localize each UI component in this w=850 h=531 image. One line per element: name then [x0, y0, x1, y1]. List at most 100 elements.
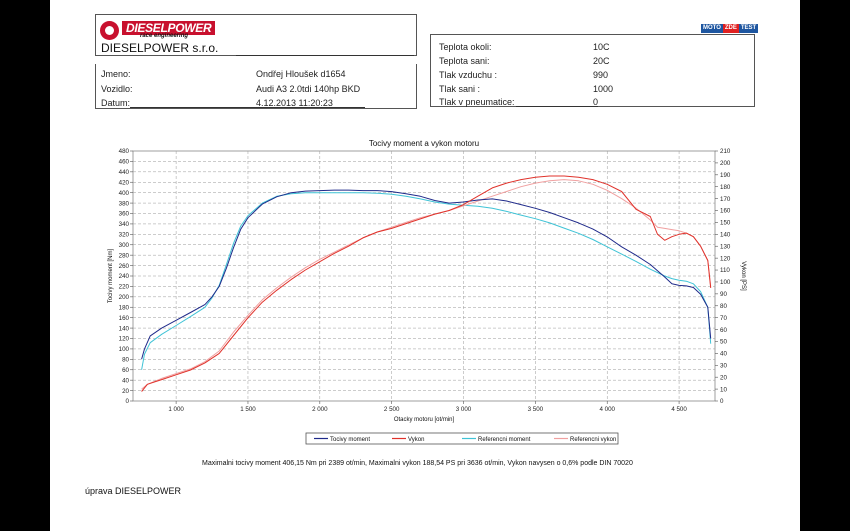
- x-tick-label: 1 500: [240, 406, 256, 413]
- y-left-tick-label: 100: [119, 346, 130, 353]
- x-tick-label: 3 000: [456, 406, 472, 413]
- summary-text: Maximalni tocivy moment 406,15 Nm pri 23…: [202, 460, 633, 467]
- x-tick-label: 2 000: [312, 406, 328, 413]
- company-name: DIESELPOWER s.r.o.: [101, 41, 219, 55]
- info-value-name: Ondřej Hloušek d1654: [256, 69, 346, 79]
- series-line-referencni-vykon: [141, 179, 712, 390]
- cond-label-air-pressure: Tlak vzduchu :: [439, 70, 498, 80]
- legend-label: Referencni moment: [478, 437, 531, 443]
- x-axis-label: Otacky motoru [ot/min]: [394, 417, 455, 423]
- y-right-tick-label: 140: [720, 232, 731, 239]
- y-right-tick-label: 40: [720, 351, 727, 358]
- y-right-tick-label: 50: [720, 339, 727, 346]
- y-left-tick-label: 0: [126, 398, 130, 405]
- grid-lines: [133, 151, 715, 401]
- y-left-tick-label: 340: [119, 221, 130, 228]
- dyno-report-sheet: DIESELPOWER race engineering DIESELPOWER…: [50, 0, 800, 531]
- cond-label-intake-pressure: Tlak sani :: [439, 84, 481, 94]
- dieselpower-logo: DIESELPOWER race engineering: [100, 21, 216, 40]
- y-right-tick-label: 170: [720, 196, 731, 203]
- dyno-chart: Tocivy moment a vykon motoru 0 20 40 60 80 10…: [108, 139, 746, 445]
- y-right-tick-label: 150: [720, 220, 731, 227]
- y-right-tick-label: 10: [720, 386, 727, 393]
- chart-title: Tocivy moment a vykon motoru: [369, 139, 479, 148]
- company-underline: [236, 55, 414, 56]
- y-right-tick-label: 120: [720, 255, 731, 262]
- y-left-tick-label: 380: [119, 200, 130, 207]
- y-left-tick-label: 20: [122, 388, 129, 395]
- y-right-tick-label: 80: [720, 303, 727, 310]
- y-right-tick-label: 200: [720, 160, 731, 167]
- y-right-tick-label: 0: [720, 398, 724, 405]
- x-tick-label: 4 000: [599, 406, 615, 413]
- info-value-date: 4.12.2013 11:20:23: [256, 98, 333, 108]
- y-axis-right-label: Vykon [PS]: [740, 261, 746, 291]
- y-right-tick-label: 110: [720, 267, 730, 274]
- y-left-tick-label: 420: [119, 179, 130, 186]
- y-left-tick-label: 360: [119, 211, 130, 218]
- moto-logo-part-1: MOTO: [701, 24, 723, 33]
- info-label-date: Datum:: [101, 98, 131, 108]
- info-label-vehicle: Vozidlo:: [101, 84, 133, 94]
- y-right-tick-label: 210: [720, 148, 731, 155]
- series-line-vykon: [141, 175, 712, 392]
- x-tick-label: 4 500: [671, 406, 687, 413]
- y-left-tick-label: 220: [119, 284, 130, 291]
- logo-brand: DIESELPOWER: [122, 21, 216, 35]
- y-right-tick-label: 70: [720, 315, 727, 322]
- moto-logo-part-3: TEST: [738, 24, 759, 33]
- y-left-tick-label: 160: [119, 315, 130, 322]
- cond-value-air-pressure: 990: [593, 70, 609, 80]
- y-left-tick-label: 440: [119, 169, 130, 176]
- y-right-tick-label: 180: [720, 184, 731, 191]
- moto-test-logo: MOTO ZDE TEST: [701, 24, 759, 33]
- y-left-tick-label: 120: [119, 336, 130, 343]
- y-right-tick-label: 160: [720, 208, 731, 215]
- series-layer: [141, 175, 712, 392]
- x-tick-label: 3 500: [528, 406, 544, 413]
- cond-value-tyre: 0: [593, 97, 599, 107]
- vehicle-info-box: [95, 64, 417, 109]
- y-right-tick-label: 30: [720, 362, 727, 369]
- cond-value-intake: 20C: [593, 56, 610, 66]
- y-left-tick-label: 60: [122, 367, 129, 374]
- y-left-tick-label: 200: [119, 294, 130, 301]
- y-left-tick-label: 320: [119, 232, 130, 239]
- y-right-tick-label: 90: [720, 291, 727, 298]
- y-right-tick-label: 100: [720, 279, 731, 286]
- y-left-tick-label: 460: [119, 159, 130, 166]
- date-underline: [130, 107, 365, 108]
- legend: Tocivy moment Vykon Referencni moment Refer…: [314, 437, 616, 443]
- y-left-tick-label: 240: [119, 273, 130, 280]
- y-left-tick-label: 40: [122, 377, 129, 384]
- cond-value-intake-pressure: 1000: [593, 84, 614, 94]
- moto-logo-part-2: ZDE: [722, 24, 739, 33]
- cond-label-ambient: Teplota okoli:: [439, 42, 492, 52]
- y-right-tick-label: 60: [720, 327, 727, 334]
- footer-text: úprava DIESELPOWER: [85, 486, 182, 496]
- cond-label-tyre: Tlak v pneumatice:: [439, 97, 515, 107]
- logo-emblem-icon: [100, 21, 119, 40]
- legend-label: Vykon: [408, 437, 424, 443]
- x-tick-label: 1 000: [168, 406, 184, 413]
- y-left-tick-label: 400: [119, 190, 130, 197]
- y-left-tick-label: 140: [119, 325, 130, 332]
- y-right-tick-label: 20: [720, 374, 727, 381]
- y-axis-left-label: Tocivy moment [Nm]: [108, 248, 114, 303]
- y-right-tick-label: 130: [720, 243, 731, 250]
- y-left-tick-label: 300: [119, 242, 130, 249]
- legend-label: Tocivy moment: [330, 437, 370, 443]
- cond-label-intake: Teplota sani:: [439, 56, 490, 66]
- y-left-tick-label: 180: [119, 304, 130, 311]
- series-line-tocivy-moment: [141, 189, 712, 360]
- y-left-tick-label: 280: [119, 252, 130, 259]
- axes: 0204060801001201401601802002202402602803…: [119, 148, 731, 413]
- y-left-tick-label: 260: [119, 263, 130, 270]
- logo-tagline: race engineering: [140, 33, 189, 39]
- cond-value-ambient: 10C: [593, 42, 610, 52]
- y-right-tick-label: 190: [720, 172, 731, 179]
- legend-label: Referencni vykon: [570, 437, 616, 443]
- x-tick-label: 2 500: [384, 406, 400, 413]
- tyre-underline: [516, 106, 598, 107]
- y-left-tick-label: 80: [122, 357, 129, 364]
